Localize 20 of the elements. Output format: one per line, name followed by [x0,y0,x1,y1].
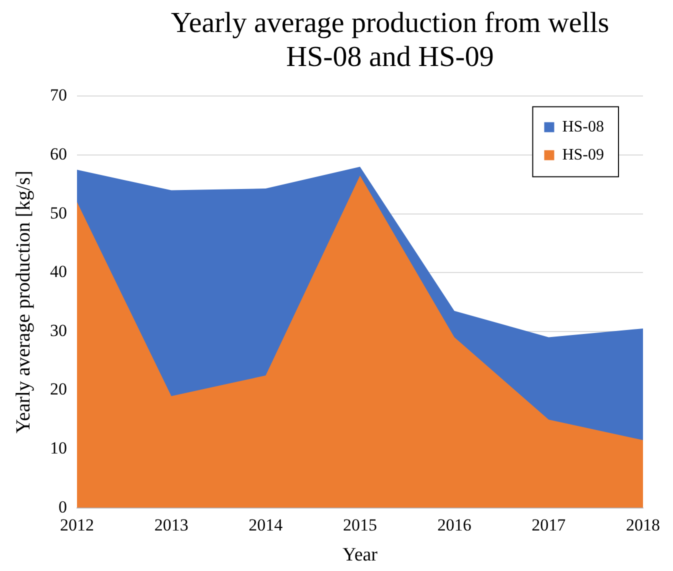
x-tick-label: 2012 [60,515,94,534]
y-tick-label: 30 [50,320,67,340]
x-tick-label: 2018 [626,515,660,534]
legend-label: HS-08 [562,118,604,136]
legend-label: HS-09 [562,146,604,164]
y-tick-label: 50 [50,203,67,222]
y-tick-label: 70 [50,86,67,105]
y-axis-title: Yearly average production [kg/s] [12,170,34,434]
y-tick-label: 40 [50,262,67,282]
y-tick-label: 10 [50,438,67,458]
x-tick-label: 2016 [437,515,472,534]
x-axis-title: Year [342,544,378,566]
x-tick-label: 2017 [532,515,566,534]
y-tick-label: 0 [58,497,67,516]
y-tick-label: 20 [50,380,67,399]
x-tick-label: 2014 [248,515,284,534]
y-tick-label: 60 [50,144,67,164]
x-tick-label: 2013 [154,515,188,534]
x-tick-label: 2015 [343,515,377,534]
chart-title: Yearly average production from wells HS-08 and HS-09 [170,6,610,75]
